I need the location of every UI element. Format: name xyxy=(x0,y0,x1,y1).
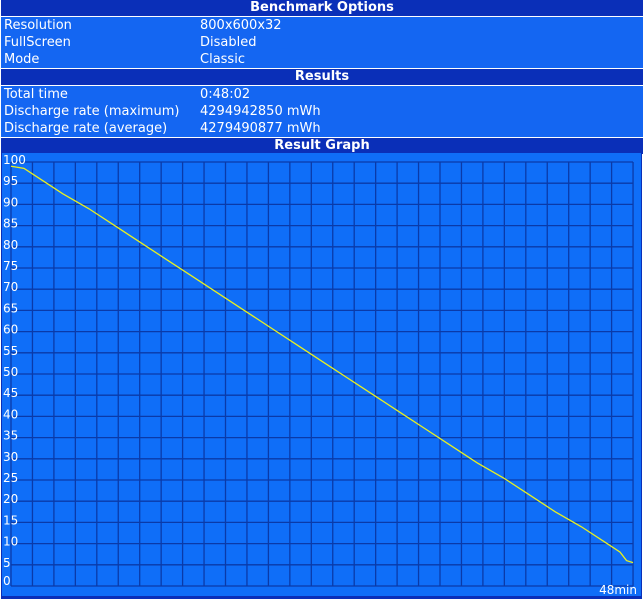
chart-svg: 0 5 10 15 20 25 30 35 40 45 50 55 60 65 70 75 80 85 90 95 10… xyxy=(2,153,641,597)
row-label: FullScreen xyxy=(4,35,71,50)
y-tick-label: 90 xyxy=(3,195,18,209)
row-value: Classic xyxy=(200,52,245,67)
y-tick-label: 55 xyxy=(3,344,18,358)
y-tick-label: 10 xyxy=(3,535,18,549)
row-label: Resolution xyxy=(4,18,72,33)
y-tick-label: 20 xyxy=(3,492,18,506)
y-tick-label: 95 xyxy=(3,174,18,188)
y-tick-label: 65 xyxy=(3,301,18,315)
y-tick-label: 25 xyxy=(3,471,18,485)
y-tick-label: 100 xyxy=(3,153,26,167)
row-value: Disabled xyxy=(200,35,257,50)
y-tick-label: 45 xyxy=(3,386,18,400)
row-label: Total time xyxy=(4,87,68,102)
result-graph-header: Result Graph xyxy=(1,138,643,154)
info-row: Resolution 800x600x32 xyxy=(1,17,643,34)
x-axis-label: 48min xyxy=(599,583,637,597)
y-tick-label: 70 xyxy=(3,280,18,294)
y-tick-label: 80 xyxy=(3,238,18,252)
y-tick-label: 50 xyxy=(3,365,18,379)
benchmark-options-section: Benchmark Options Resolution 800x600x32 Fu… xyxy=(0,0,644,68)
y-tick-label: 75 xyxy=(3,259,18,273)
row-value: 4294942850 mWh xyxy=(200,104,321,119)
row-value: 4279490877 mWh xyxy=(200,121,321,136)
y-tick-label: 35 xyxy=(3,429,18,443)
row-label: Discharge rate (maximum) xyxy=(4,104,180,119)
row-value: 0:48:02 xyxy=(200,87,251,102)
y-tick-label: 5 xyxy=(3,556,11,570)
y-tick-label: 0 xyxy=(3,574,11,588)
row-value: 800x600x32 xyxy=(200,18,282,33)
y-tick-label: 85 xyxy=(3,217,18,231)
info-row: Total time 0:48:02 xyxy=(1,86,643,103)
results-section: Results Total time 0:48:02 Discharge rate … xyxy=(0,69,644,137)
row-label: Mode xyxy=(4,52,40,67)
benchmark-options-header: Benchmark Options xyxy=(1,0,643,16)
info-row: Discharge rate (maximum) 4294942850 mWh xyxy=(1,103,643,120)
results-header: Results xyxy=(1,69,643,85)
y-tick-label: 30 xyxy=(3,450,18,464)
info-row: FullScreen Disabled xyxy=(1,34,643,51)
result-graph: 0 5 10 15 20 25 30 35 40 45 50 55 60 65 70 75 80 85 90 95 10… xyxy=(1,152,642,599)
info-row: Mode Classic xyxy=(1,51,643,68)
row-label: Discharge rate (average) xyxy=(4,121,168,136)
y-tick-label: 60 xyxy=(3,323,18,337)
series-line xyxy=(10,165,634,564)
y-tick-label: 15 xyxy=(3,513,18,527)
y-tick-label: 40 xyxy=(3,407,18,421)
info-row: Discharge rate (average) 4279490877 mWh xyxy=(1,120,643,137)
